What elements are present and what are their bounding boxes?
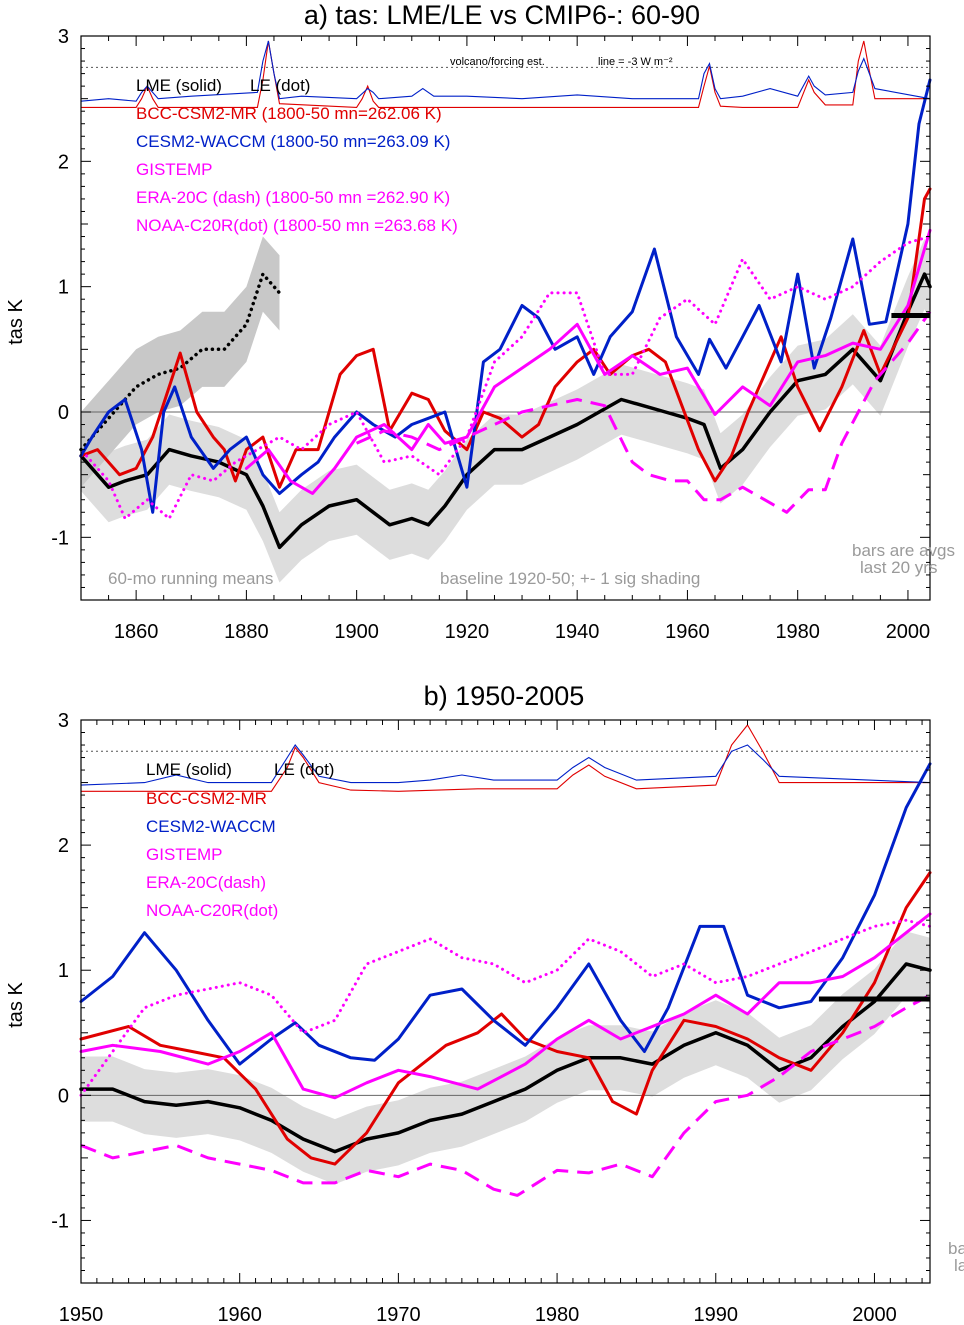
legend-lme: LME (solid) <box>136 76 222 95</box>
x-tick-label: 1990 <box>694 1304 739 1325</box>
y-tick-label: 3 <box>58 710 69 732</box>
y-tick-label: 0 <box>58 402 69 424</box>
forcing-line-2 <box>80 40 931 102</box>
x-tick-label: 1960 <box>665 621 710 643</box>
panel-a-note-baseline: baseline 1920-50; +- 1 sig shading <box>440 569 700 588</box>
x-tick-label: 2000 <box>852 1304 897 1325</box>
series-line-5 <box>244 228 932 495</box>
x-tick-label: 1960 <box>217 1304 262 1325</box>
panel-a-note-bars: bars are avgs <box>852 541 955 560</box>
legend-bcc: BCC-CSM2-MR (1800-50 mn=262.06 K) <box>136 104 442 123</box>
panel-a-y-axis-label: tas K <box>5 299 27 345</box>
plot-frame <box>80 35 931 601</box>
y-tick-label: 1 <box>58 277 69 299</box>
legend-cesm-b: CESM2-WACCM <box>146 817 276 836</box>
x-tick-label: 1900 <box>334 621 379 643</box>
legend-cesm: CESM2-WACCM (1800-50 mn=263.09 K) <box>136 132 450 151</box>
series-line-6 <box>79 918 932 1097</box>
x-tick-label: 2000 <box>886 621 931 643</box>
forcing-line-1 <box>81 724 930 792</box>
series-line-4 <box>79 912 932 1100</box>
series-line-3 <box>79 187 932 489</box>
panel-a-note-last20: last 20 yrs <box>860 558 937 577</box>
x-tick-label: 1970 <box>376 1304 421 1325</box>
x-tick-label: 1980 <box>775 621 820 643</box>
legend-era20c-b: ERA-20C(dash) <box>146 873 266 892</box>
legend-era20c: ERA-20C (dash) (1800-50 mn =262.90 K) <box>136 188 450 207</box>
panel-a-axes: -1 0 1 2 3 1860 1880 1900 1920 1940 1960 1980 2000 <box>51 26 931 643</box>
legend-gistemp-b: GISTEMP <box>146 845 223 864</box>
legend-gistemp: GISTEMP <box>136 160 213 179</box>
panel-b-shading <box>81 931 930 1185</box>
legend-le: LE (dot) <box>250 76 310 95</box>
legend-noaa: NOAA-C20R(dot) (1800-50 mn =263.68 K) <box>136 216 458 235</box>
y-tick-label: 2 <box>58 151 69 173</box>
legend-noaa-b: NOAA-C20R(dot) <box>146 901 278 920</box>
x-tick-label: 1920 <box>445 621 490 643</box>
shading-band-1 <box>81 931 930 1185</box>
legend-lme-b: LME (solid) <box>146 760 232 779</box>
panel-b-axes: -1 0 1 2 3 1950 1960 1970 1980 1990 2000 <box>51 710 931 1325</box>
forcing-line-2 <box>80 744 931 786</box>
x-tick-label: 1980 <box>535 1304 580 1325</box>
series-line-6 <box>355 310 932 514</box>
panel-b-title: b) 1950-2005 <box>424 681 585 711</box>
y-tick-label: 2 <box>58 835 69 857</box>
x-tick-label: 1860 <box>114 621 159 643</box>
panel-b-note-bars: ba <box>948 1239 964 1258</box>
panel-b-series <box>79 762 932 1197</box>
x-tick-label: 1880 <box>224 621 269 643</box>
panel-b-forcing-lines <box>80 724 931 792</box>
panel-a-shading <box>81 236 930 583</box>
series-line-3 <box>79 762 932 1066</box>
y-tick-label: -1 <box>51 1210 69 1232</box>
plot-frame <box>80 719 931 1284</box>
y-tick-label: 1 <box>58 960 69 982</box>
panel-a-reference-lines <box>81 66 930 413</box>
y-tick-label: 3 <box>58 26 69 48</box>
panel-b-note-last20: la <box>954 1256 964 1275</box>
series-line-4 <box>79 78 932 514</box>
panel-a-forcing-lines <box>80 40 931 108</box>
panel-a-forcing-note: volcano/forcing est. <box>450 56 545 68</box>
panel-b-y-axis-label: tas K <box>5 982 27 1028</box>
panel-b: b) 1950-2005 -1 0 1 2 3 1950 1960 1970 1980 1990 2… <box>5 681 964 1325</box>
forcing-line-1 <box>81 40 930 108</box>
panel-a-forcing-line-note: line = -3 W m⁻² <box>598 56 673 68</box>
shading-band-1 <box>81 239 930 583</box>
legend-le-b: LE (dot) <box>274 760 334 779</box>
panel-a-series <box>79 78 932 550</box>
series-line-2 <box>79 871 932 1166</box>
y-tick-label: 0 <box>58 1085 69 1107</box>
x-tick-label: 1950 <box>59 1304 104 1325</box>
x-tick-label: 1940 <box>555 621 600 643</box>
panel-a: a) tas: LME/LE vs CMIP6-: 60-90 -1 0 1 2 3 18… <box>5 0 955 643</box>
series-line-1 <box>79 272 932 550</box>
panel-a-title: a) tas: LME/LE vs CMIP6-: 60-90 <box>304 0 700 30</box>
panel-a-note-running-means: 60-mo running means <box>108 569 273 588</box>
y-tick-label: -1 <box>51 527 69 549</box>
panel-b-legend: LME (solid) LE (dot) BCC-CSM2-MR CESM2-W… <box>146 760 334 920</box>
panel-a-legend: LME (solid) LE (dot) BCC-CSM2-MR (1800-5… <box>136 76 458 235</box>
legend-bcc-b: BCC-CSM2-MR <box>146 789 267 808</box>
shading-band-2 <box>81 236 280 488</box>
